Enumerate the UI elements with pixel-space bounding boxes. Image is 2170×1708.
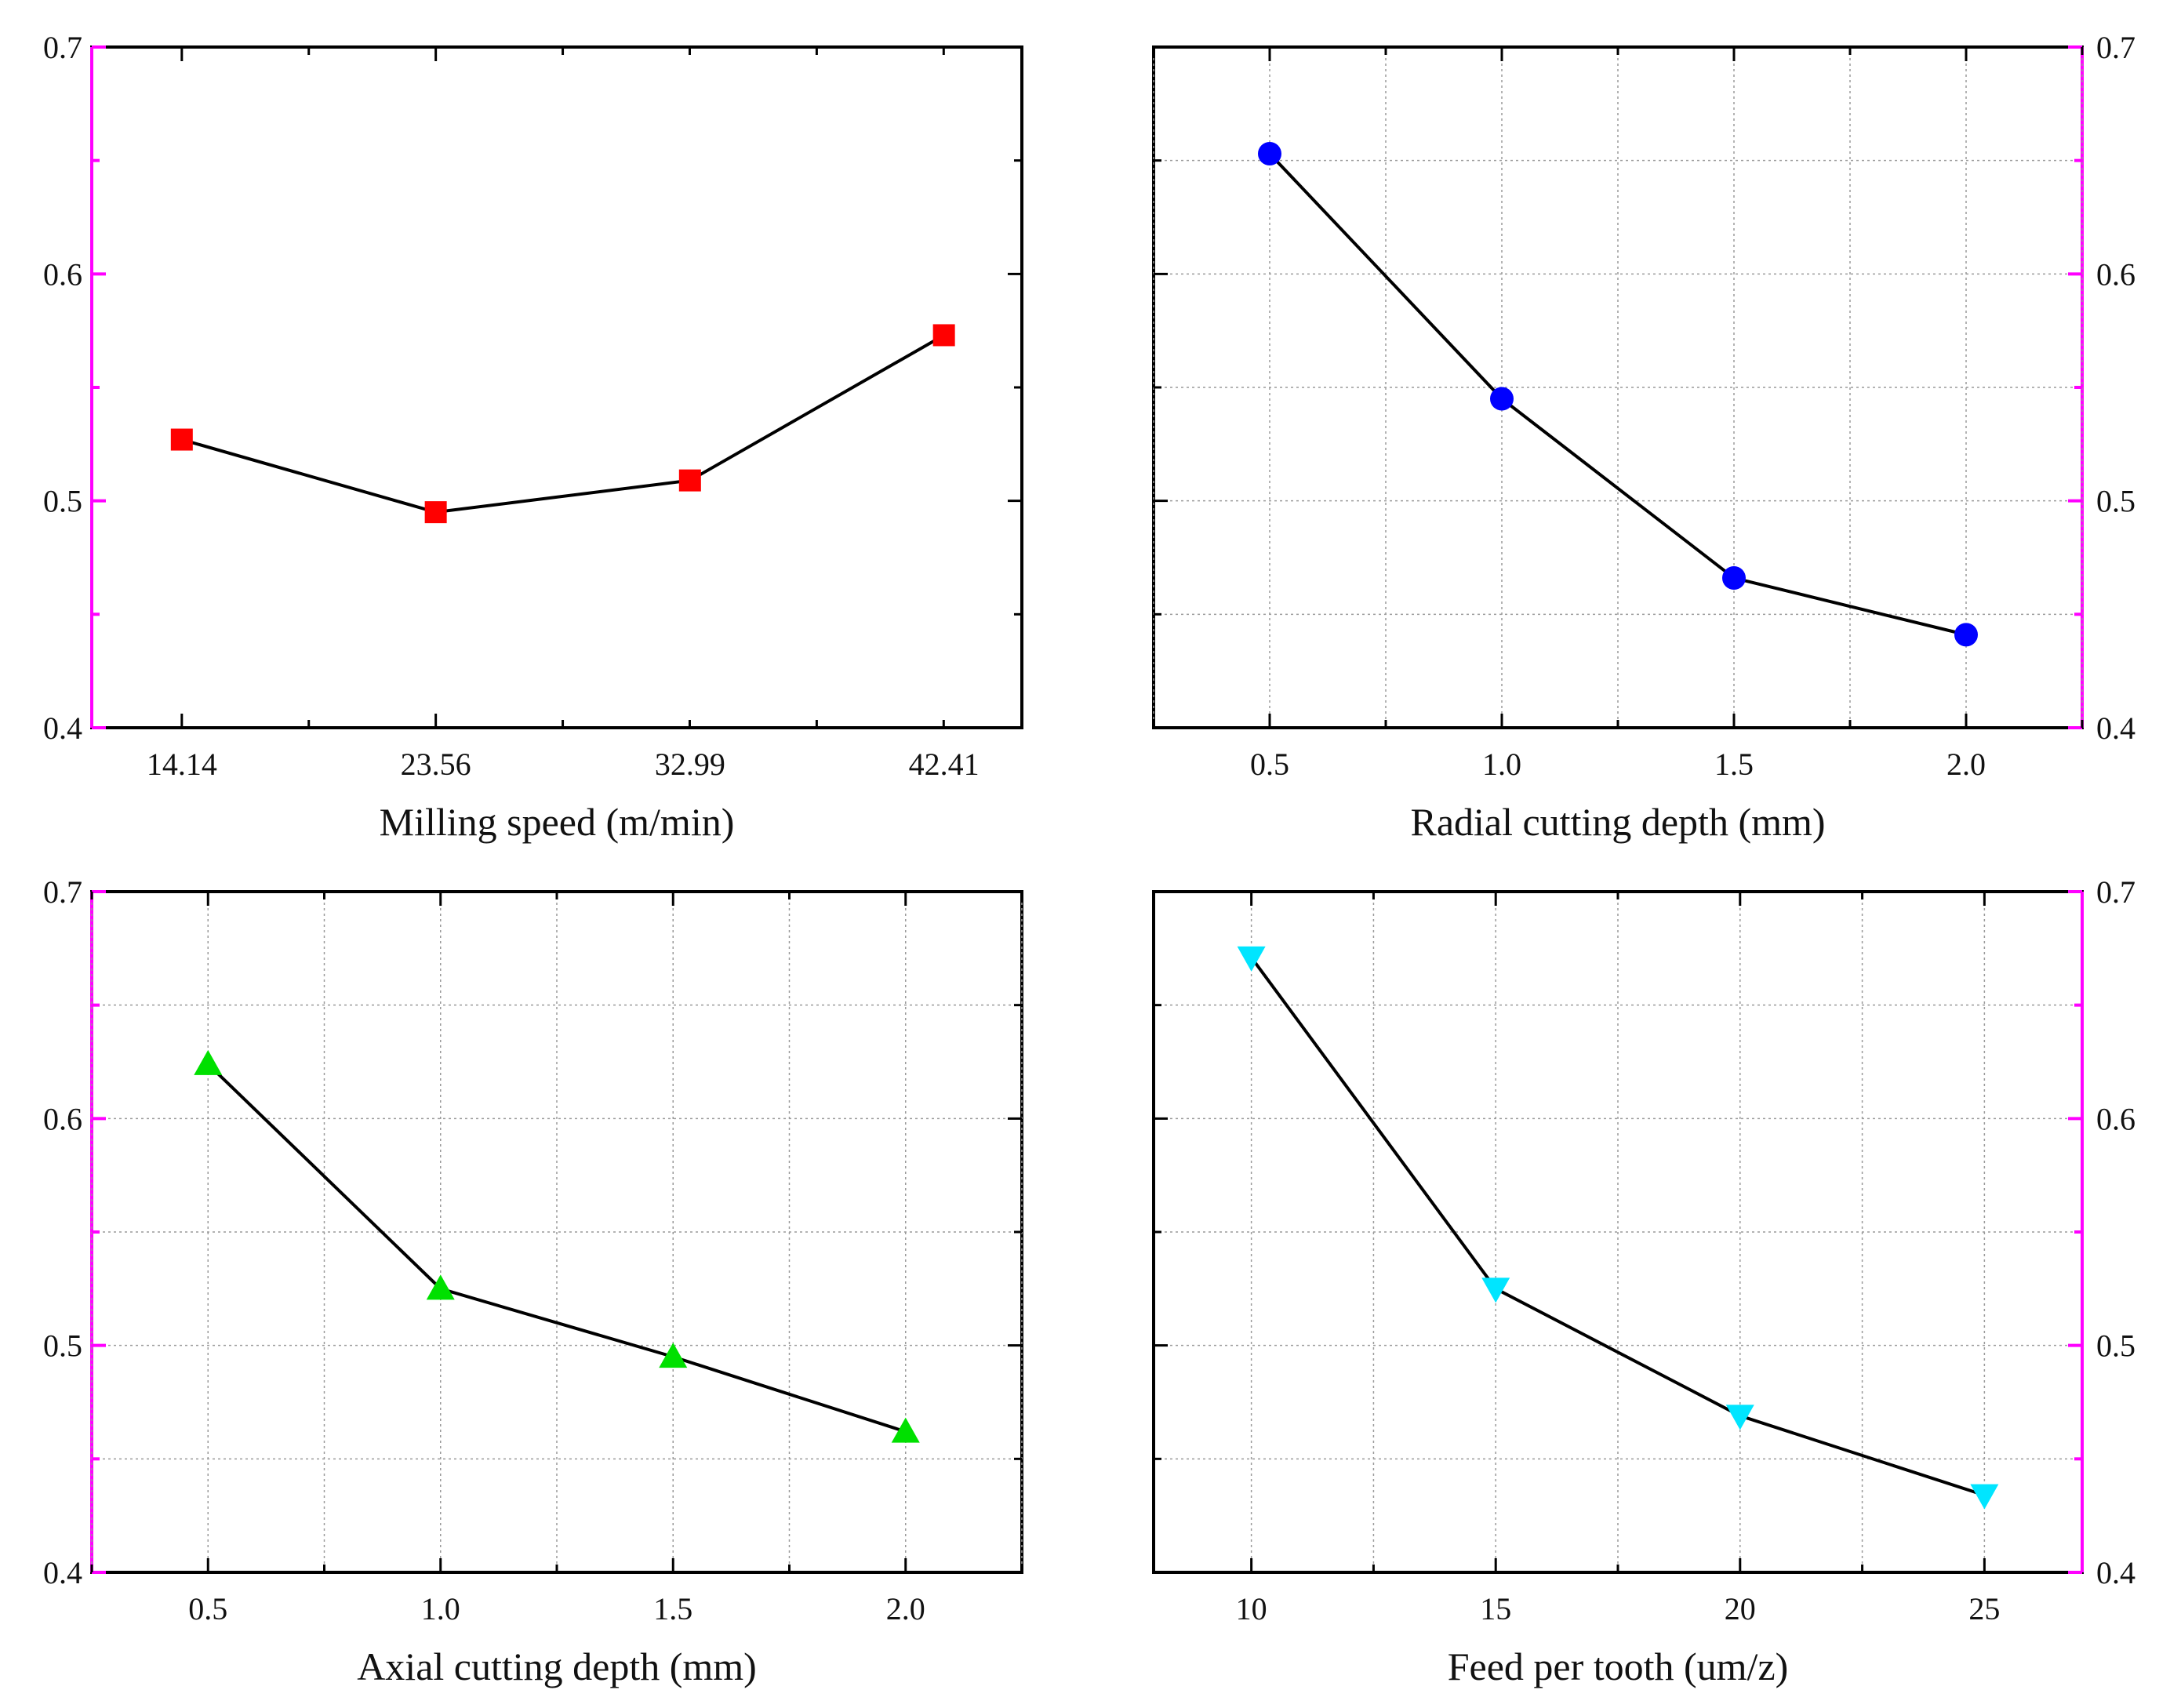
y-tick-label: 0.7 [2096, 874, 2135, 910]
data-series [194, 1049, 920, 1443]
data-point [1725, 1405, 1754, 1430]
x-tick-labels: 0.5 1.0 1.5 2.0 [188, 1591, 925, 1626]
x-tick-label: 1.0 [1482, 747, 1521, 782]
data-point [1954, 623, 1978, 647]
data-point [1970, 1484, 1999, 1510]
y-tick-label: 0.5 [2096, 484, 2135, 519]
data-point [932, 324, 955, 347]
x-tick-label: 0.5 [1250, 747, 1289, 782]
y-tick-label: 0.7 [43, 30, 82, 65]
x-tick-label: 15 [1480, 1591, 1511, 1626]
data-series [1258, 141, 1978, 647]
x-tick-label: 1.5 [653, 1591, 692, 1626]
y-tick-label: 0.5 [43, 1328, 82, 1364]
y-tick-label: 0.4 [43, 1555, 82, 1590]
data-point [891, 1417, 920, 1443]
x-tick-labels: 0.5 1.0 1.5 2.0 [1250, 747, 1986, 782]
axis-ticks [92, 45, 1022, 729]
y-tick-label: 0.6 [2096, 1101, 2135, 1136]
chart-panel-axial-cutting-depth: 0.4 0.5 0.6 0.7 0.5 1.0 1.5 2.0 Axial cutting … [43, 874, 1023, 1688]
x-tick-label: 23.56 [401, 747, 471, 782]
data-point [1722, 566, 1746, 591]
x-axis-title: Feed per tooth (um/z) [1448, 1644, 1789, 1688]
y-tick-label: 0.4 [2096, 1555, 2135, 1590]
chart-panel-milling-speed: 0.4 0.5 0.6 0.7 14.14 23.56 32.99 42.41 Millin… [43, 30, 1023, 844]
data-point [1258, 141, 1281, 165]
x-tick-labels: 10 15 20 25 [1236, 1591, 2001, 1626]
y-tick-label: 0.6 [43, 256, 82, 292]
y-tick-label: 0.6 [43, 1101, 82, 1136]
x-tick-labels: 14.14 23.56 32.99 42.41 [147, 747, 980, 782]
x-tick-label: 2.0 [1946, 747, 1986, 782]
y-tick-labels: 0.4 0.5 0.6 0.7 [43, 874, 82, 1590]
chart-panel-feed-per-tooth: 0.4 0.5 0.6 0.7 10 15 20 25 Feed per tooth (um… [1152, 874, 2135, 1688]
series-line [1250, 956, 1985, 1497]
y-tick-labels: 0.4 0.5 0.6 0.7 [43, 30, 82, 746]
data-point [1481, 1277, 1510, 1303]
series-line [1268, 152, 1967, 637]
y-tick-label: 0.5 [43, 484, 82, 519]
x-tick-label: 1.5 [1714, 747, 1754, 782]
y-tick-label: 0.4 [43, 710, 82, 746]
x-tick-label: 14.14 [147, 747, 217, 782]
data-series [170, 324, 955, 524]
data-point [170, 428, 193, 451]
data-point [659, 1343, 688, 1368]
data-series [1237, 946, 1999, 1510]
data-point [426, 1274, 455, 1300]
x-tick-label: 20 [1725, 1591, 1756, 1626]
x-tick-label: 32.99 [655, 747, 725, 782]
axis-ticks [90, 890, 1023, 1574]
gridlines [1154, 892, 2082, 1572]
axis-ticks [1154, 890, 2082, 1574]
data-point [678, 469, 701, 492]
axis-ticks [1152, 45, 2084, 729]
data-point [424, 501, 447, 524]
x-tick-label: 25 [1968, 1591, 2000, 1626]
data-point [1237, 946, 1266, 972]
y-tick-labels: 0.4 0.5 0.6 0.7 [2096, 874, 2135, 1590]
gridlines [1153, 47, 2083, 728]
x-tick-label: 10 [1236, 1591, 1267, 1626]
x-axis-title: Axial cutting depth (mm) [357, 1644, 757, 1688]
plot-frame [90, 45, 1023, 729]
series-line [181, 333, 945, 514]
x-axis-title: Radial cutting depth (mm) [1410, 800, 1825, 844]
y-tick-label: 0.7 [2096, 30, 2135, 65]
series-line [206, 1063, 907, 1434]
y-tick-label: 0.7 [43, 874, 82, 910]
y-tick-label: 0.4 [2096, 710, 2135, 746]
data-point [194, 1049, 223, 1075]
x-tick-label: 2.0 [886, 1591, 925, 1626]
y-tick-label: 0.5 [2096, 1328, 2135, 1364]
x-tick-label: 0.5 [188, 1591, 227, 1626]
chart-panel-radial-cutting-depth: 0.4 0.5 0.6 0.7 0.5 1.0 1.5 2.0 Radial cutting… [1152, 30, 2135, 844]
x-tick-label: 42.41 [909, 747, 980, 782]
x-axis-title: Milling speed (m/min) [380, 800, 735, 844]
gridlines [91, 892, 1023, 1572]
y-tick-labels: 0.4 0.5 0.6 0.7 [2096, 30, 2135, 746]
y-tick-label: 0.6 [2096, 256, 2135, 292]
x-tick-label: 1.0 [421, 1591, 460, 1626]
data-point [1490, 387, 1514, 411]
